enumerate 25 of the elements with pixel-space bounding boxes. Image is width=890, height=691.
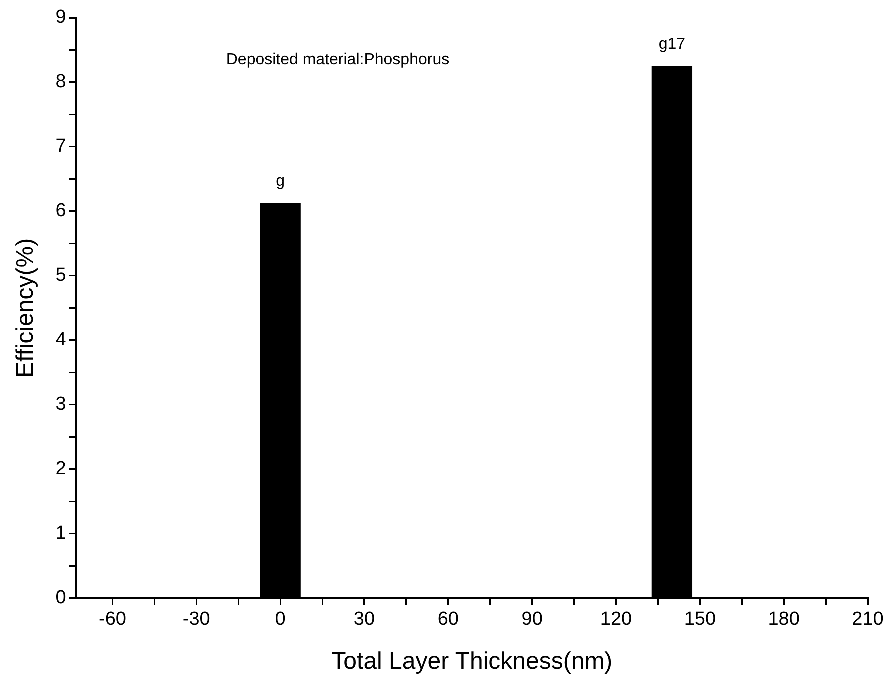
y-tick-label: 2	[56, 458, 66, 480]
x-tick-label: 90	[522, 609, 543, 630]
x-tick-label: 60	[438, 609, 459, 630]
x-tick-label: 210	[852, 609, 884, 630]
y-tick-label: 8	[56, 72, 66, 93]
x-tick-label: -60	[98, 609, 126, 630]
y-tick-label: 4	[56, 330, 67, 351]
y-tick-label: 0	[56, 588, 66, 609]
x-tick-label: 30	[354, 609, 376, 630]
x-tick-label: 150	[684, 609, 716, 630]
y-tick-label: 6	[56, 200, 66, 222]
y-tick-label: 9	[56, 7, 66, 28]
y-tick-label: 3	[56, 394, 66, 416]
x-tick-label: 120	[600, 609, 632, 630]
data-label: g	[276, 173, 286, 190]
x-tick-label: -30	[182, 609, 210, 630]
x-axis-title: Total Layer Thickness(nm)	[332, 648, 613, 676]
x-tick-label: 0	[275, 609, 286, 630]
y-tick-label: 5	[56, 265, 66, 286]
x-tick-label: 180	[768, 609, 800, 630]
y-axis-title: Efficiency(%)	[12, 238, 40, 378]
y-tick-label: 1	[56, 523, 66, 544]
annotation: Deposited material:Phosphorus	[226, 51, 450, 68]
data-label: g17	[658, 36, 686, 53]
y-tick-label: 7	[56, 136, 66, 158]
